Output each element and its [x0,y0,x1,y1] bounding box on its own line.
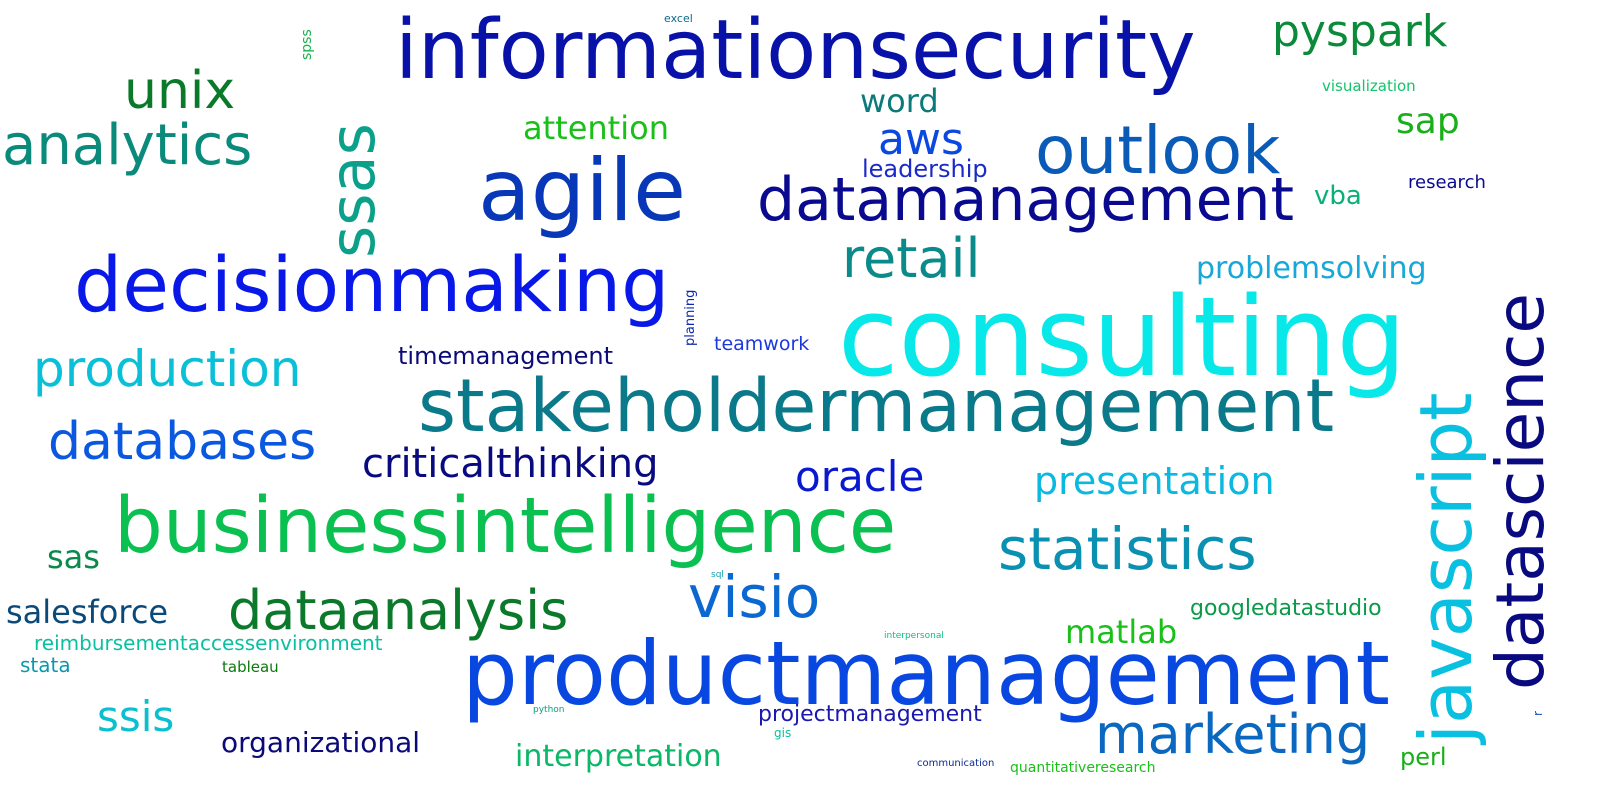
word-attention: attention [523,109,669,147]
word-outlook: outlook [1035,112,1281,189]
word-organizational: organizational [221,726,421,759]
word-python: python [533,705,565,715]
word-decisionmaking: decisionmaking [74,240,670,329]
word-teamwork: teamwork [714,333,810,355]
word-production: production [33,340,302,398]
word-productmanagement: productmanagement [462,622,1390,725]
word-leadership: leadership [862,155,988,183]
word-vba: vba [1314,181,1362,211]
word-communication: communication [917,758,995,769]
word-agile: agile [478,141,686,241]
word-datascience: datascience [1482,293,1559,690]
word-sas: sas [47,538,100,576]
word-r: r [1531,711,1545,716]
word-databases: databases [48,412,317,472]
word-tableau: tableau [222,658,279,676]
word-reimbursementaccessenvironment: reimbursementaccessenvironment [34,631,383,655]
word-datamanagement: datamanagement [757,165,1295,235]
word-visio: visio [688,563,821,631]
word-matlab: matlab [1065,613,1178,651]
word-visualization: visualization [1322,77,1416,95]
word-stakeholdermanagement: stakeholdermanagement [418,364,1335,449]
word-quantitativeresearch: quantitativeresearch [1010,760,1156,776]
word-ssis: ssis [97,692,175,741]
word-marketing: marketing [1095,703,1371,766]
word-aws: aws [878,114,964,165]
word-interpretation: interpretation [515,739,722,774]
word-consulting: consulting [838,273,1407,401]
word-perl: perl [1400,743,1447,771]
word-problemsolving: problemsolving [1196,251,1427,286]
word-research: research [1408,172,1486,193]
word-sap: sap [1396,101,1460,142]
word-ssas: ssas [316,123,389,258]
word-informationsecurity: informationsecurity [395,3,1196,98]
word-stata: stata [20,653,71,677]
word-planning: planning [683,289,698,346]
word-projectmanagement: projectmanagement [758,702,982,727]
word-excel: excel [664,12,693,25]
word-word: word [860,82,939,120]
word-unix: unix [124,61,236,121]
word-statistics: statistics [998,515,1257,583]
word-presentation: presentation [1034,459,1275,503]
word-javascript: javascript [1404,392,1488,745]
word-pyspark: pyspark [1272,6,1448,57]
word-businessintelligence: businessintelligence [114,482,897,571]
word-sql: sql [711,570,724,580]
word-spss: spss [299,29,315,60]
word-gis: gis [774,726,792,740]
word-criticalthinking: criticalthinking [362,441,659,487]
word-googledatastudio: googledatastudio [1190,596,1382,621]
word-analytics: analytics [2,113,253,178]
word-timemanagement: timemanagement [398,342,613,370]
word-oracle: oracle [795,452,925,501]
word-salesforce: salesforce [6,593,169,631]
word-interpersonal: interpersonal [884,631,944,641]
word-dataanalysis: dataanalysis [228,579,569,642]
word-retail: retail [842,227,981,290]
